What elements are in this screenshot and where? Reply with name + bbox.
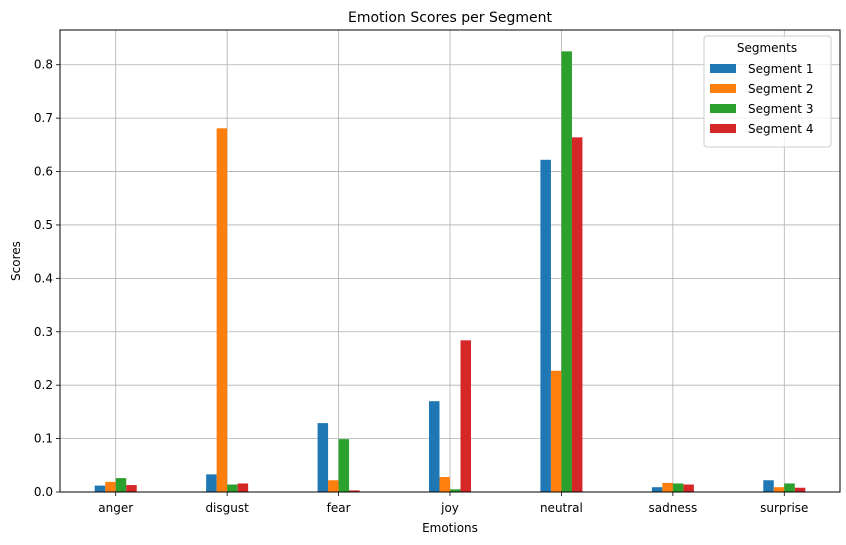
bar-segment-3-fear [338,439,350,492]
legend-label: Segment 3 [748,102,813,116]
bar-segment-4-sadness [683,484,694,492]
legend-box [703,35,832,148]
bar-segment-3-surprise [784,483,795,492]
legend-swatch [710,64,736,73]
bar-segment-1-fear [317,423,329,492]
x-tick-label: fear [327,501,351,515]
y-tick-label: 0.0 [34,485,53,499]
bar-segment-4-anger [126,485,137,492]
legend-label: Segment 4 [748,122,813,136]
y-tick-label: 0.7 [34,111,53,125]
legend-swatch [710,124,736,133]
legend-title: Segments [737,41,797,55]
y-axis-label: Scores [9,241,23,281]
y-tick-label: 0.2 [34,378,53,392]
bar-segment-3-joy [450,489,461,492]
x-axis-ticks: anger disgust fear joy neutral sadness surpris… [98,492,808,515]
bar-segment-3-anger [115,478,127,492]
bar-segment-3-disgust [227,484,238,492]
bar-segment-1-surprise [763,480,774,492]
legend-swatch [710,84,736,93]
x-tick-label: surprise [760,501,808,515]
bar-segment-2-surprise [773,487,785,492]
bar-segment-1-sadness [651,487,663,492]
bar-segment-4-disgust [237,483,249,492]
legend-label: Segment 1 [748,62,813,76]
legend-entries: Segment 1 Segment 2 Segment 3 Segment 4 [710,62,813,136]
bar-segment-4-surprise [794,487,806,492]
bar-segment-1-anger [94,485,106,492]
bar-segment-4-joy [460,340,471,492]
bar-segment-4-fear [349,490,360,492]
x-tick-label: neutral [540,501,583,515]
y-tick-label: 0.8 [34,58,53,72]
bars-layer [94,51,806,492]
x-tick-label: joy [440,501,459,515]
bar-segment-2-disgust [216,128,228,492]
bar-segment-2-anger [105,481,116,492]
legend-swatch [710,104,736,113]
bar-segment-2-neutral [550,370,562,492]
x-tick-label: sadness [648,501,697,515]
bar-segment-1-joy [429,401,440,492]
bar-segment-3-neutral [561,51,572,492]
y-tick-label: 0.6 [34,165,53,179]
y-tick-label: 0.1 [34,432,53,446]
y-tick-label: 0.5 [34,218,53,232]
y-tick-label: 0.4 [34,271,53,285]
x-tick-label: anger [98,501,133,515]
bar-segment-4-neutral [571,137,583,492]
bar-segment-3-sadness [672,483,684,492]
chart-title: Emotion Scores per Segment [348,10,552,26]
bar-segment-1-disgust [206,474,217,492]
legend-label: Segment 2 [748,82,813,96]
bar-segment-2-joy [439,477,450,492]
x-tick-label: disgust [205,501,249,515]
bar-segment-1-neutral [540,159,551,492]
bar-segment-2-sadness [662,482,673,492]
x-axis-label: Emotions [422,521,478,535]
y-axis-ticks: 0.0 0.1 0.2 0.3 0.4 0.5 0.6 0.7 0.8 [34,58,60,499]
y-tick-label: 0.3 [34,325,53,339]
bar-segment-2-fear [328,480,339,492]
